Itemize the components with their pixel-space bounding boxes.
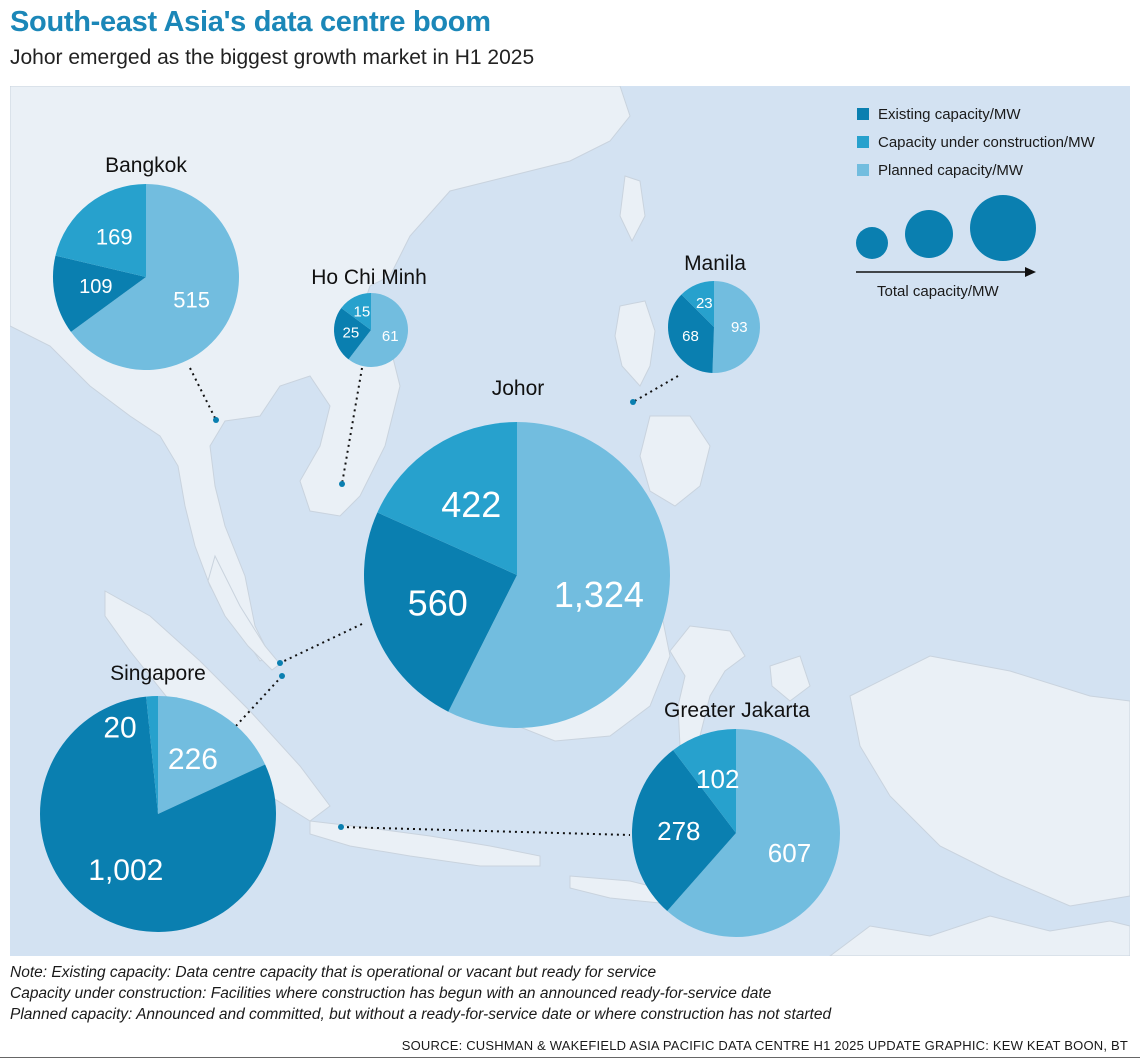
pie-label-bangkok-existing: 109: [79, 276, 112, 298]
land-taiwan: [619, 175, 646, 243]
pie-label-johor-construction: 422: [441, 484, 501, 525]
pie-label-greater-jakarta-planned: 607: [768, 838, 811, 868]
notes: Note: Existing capacity: Data centre cap…: [10, 962, 831, 1025]
land-philippines-south: [639, 415, 711, 507]
pie-slice-manila-existing: [667, 294, 714, 373]
dot-hcm: [339, 481, 345, 487]
pie-label-greater-jakarta-construction: 102: [696, 764, 739, 794]
market-name-bangkok: Bangkok: [105, 154, 187, 177]
legend-swatch-existing: [857, 108, 869, 120]
pie-slice-ho-chi-minh-construction: [341, 293, 371, 330]
market-name-johor: Johor: [492, 377, 545, 400]
legend-size-label: Total capacity/MW: [877, 283, 1000, 300]
pie-slice-singapore-existing: [39, 696, 276, 932]
legend-swatch-construction: [857, 136, 869, 148]
dot-singapore: [279, 673, 285, 679]
pie-slice-manila-planned: [712, 281, 761, 373]
legend-label-existing: Existing capacity/MW: [878, 106, 1021, 123]
legend-label-construction: Capacity under construction/MW: [878, 134, 1096, 151]
map-canvas: 109 169 515 Bangkok 25 15 61 Ho Chi Minh 68 23 93 M…: [10, 86, 1130, 956]
chart-subtitle: Johor emerged as the biggest growth mark…: [10, 46, 535, 69]
pie-slice-ho-chi-minh-existing: [333, 307, 371, 360]
pie-charts: 109 169 515 Bangkok 25 15 61 Ho Chi Minh 68 23 93 M…: [39, 154, 841, 937]
pie-label-ho-chi-minh-planned: 61: [382, 328, 399, 345]
pie-slice-greater-jakarta-construction: [673, 729, 736, 833]
note-construction: Capacity under construction: Facilities …: [10, 985, 772, 1002]
pie-label-singapore-existing: 1,002: [88, 854, 163, 887]
legend-swatch-planned: [857, 164, 869, 176]
pie-label-johor-existing: 560: [408, 583, 468, 624]
pie-label-bangkok-construction: 169: [96, 224, 133, 249]
market-name-ho-chi-minh: Ho Chi Minh: [311, 266, 427, 289]
pie-label-manila-existing: 68: [682, 328, 699, 345]
pie-slice-ho-chi-minh-planned: [348, 293, 408, 367]
pie-slice-bangkok-planned: [70, 184, 240, 370]
market-name-greater-jakarta: Greater Jakarta: [664, 699, 810, 722]
pie-slice-greater-jakarta-planned: [667, 729, 841, 937]
pie-slice-johor-planned: [448, 422, 671, 728]
pie-slice-bangkok-existing: [52, 255, 146, 332]
pie-slice-singapore-construction: [146, 696, 158, 814]
leader-jakarta: [340, 826, 631, 836]
market-name-singapore: Singapore: [110, 662, 206, 685]
legend-arrow-head: [1025, 267, 1036, 277]
pie-label-singapore-construction: 20: [103, 712, 136, 745]
land-malay-peninsula: [207, 554, 281, 671]
legend-size-medium: [905, 210, 953, 258]
land-australia: [829, 915, 1130, 956]
land-java: [309, 820, 541, 867]
chart-title: South-east Asia's data centre boom: [10, 6, 491, 38]
leader-dots: [213, 399, 636, 830]
leader-bangkok: [189, 367, 217, 421]
dot-bangkok: [213, 417, 219, 423]
pie-label-ho-chi-minh-existing: 25: [343, 324, 360, 341]
pie-label-manila-planned: 93: [731, 319, 748, 336]
market-name-manila: Manila: [684, 252, 746, 275]
leader-manila: [632, 375, 679, 403]
pie-label-singapore-planned: 226: [168, 743, 218, 776]
pie-slice-johor-construction: [377, 422, 517, 575]
source-credit: SOURCE: CUSHMAN & WAKEFIELD ASIA PACIFIC…: [401, 1038, 1128, 1053]
legend-label-planned: Planned capacity/MW: [878, 162, 1024, 179]
dot-johor: [277, 660, 283, 666]
pie-label-johor-planned: 1,324: [554, 574, 644, 615]
pie-slice-johor-existing: [364, 512, 517, 712]
pie-slice-singapore-planned: [158, 696, 266, 814]
pie-slice-greater-jakarta-existing: [632, 750, 736, 912]
pie-label-manila-construction: 23: [696, 295, 713, 312]
land-maluku: [769, 655, 811, 702]
pie-label-ho-chi-minh-construction: 15: [354, 303, 371, 320]
note-existing: Note: Existing capacity: Data centre cap…: [10, 964, 657, 981]
land-luzon: [614, 300, 656, 387]
bottom-rule: [0, 1057, 1140, 1058]
pie-slice-manila-construction: [681, 281, 714, 327]
land-new-guinea: [849, 655, 1130, 907]
leader-hcm: [341, 367, 363, 485]
pie-label-greater-jakarta-existing: 278: [657, 816, 700, 846]
dot-jakarta: [338, 824, 344, 830]
legend: Existing capacity/MW Capacity under cons…: [856, 106, 1096, 300]
legend-size-small: [856, 227, 888, 259]
legend-size-large: [970, 195, 1036, 261]
pie-label-bangkok-planned: 515: [173, 288, 210, 313]
note-planned: Planned capacity: Announced and committe…: [10, 1006, 832, 1023]
pie-slice-bangkok-construction: [55, 184, 146, 277]
dot-manila: [630, 399, 636, 405]
